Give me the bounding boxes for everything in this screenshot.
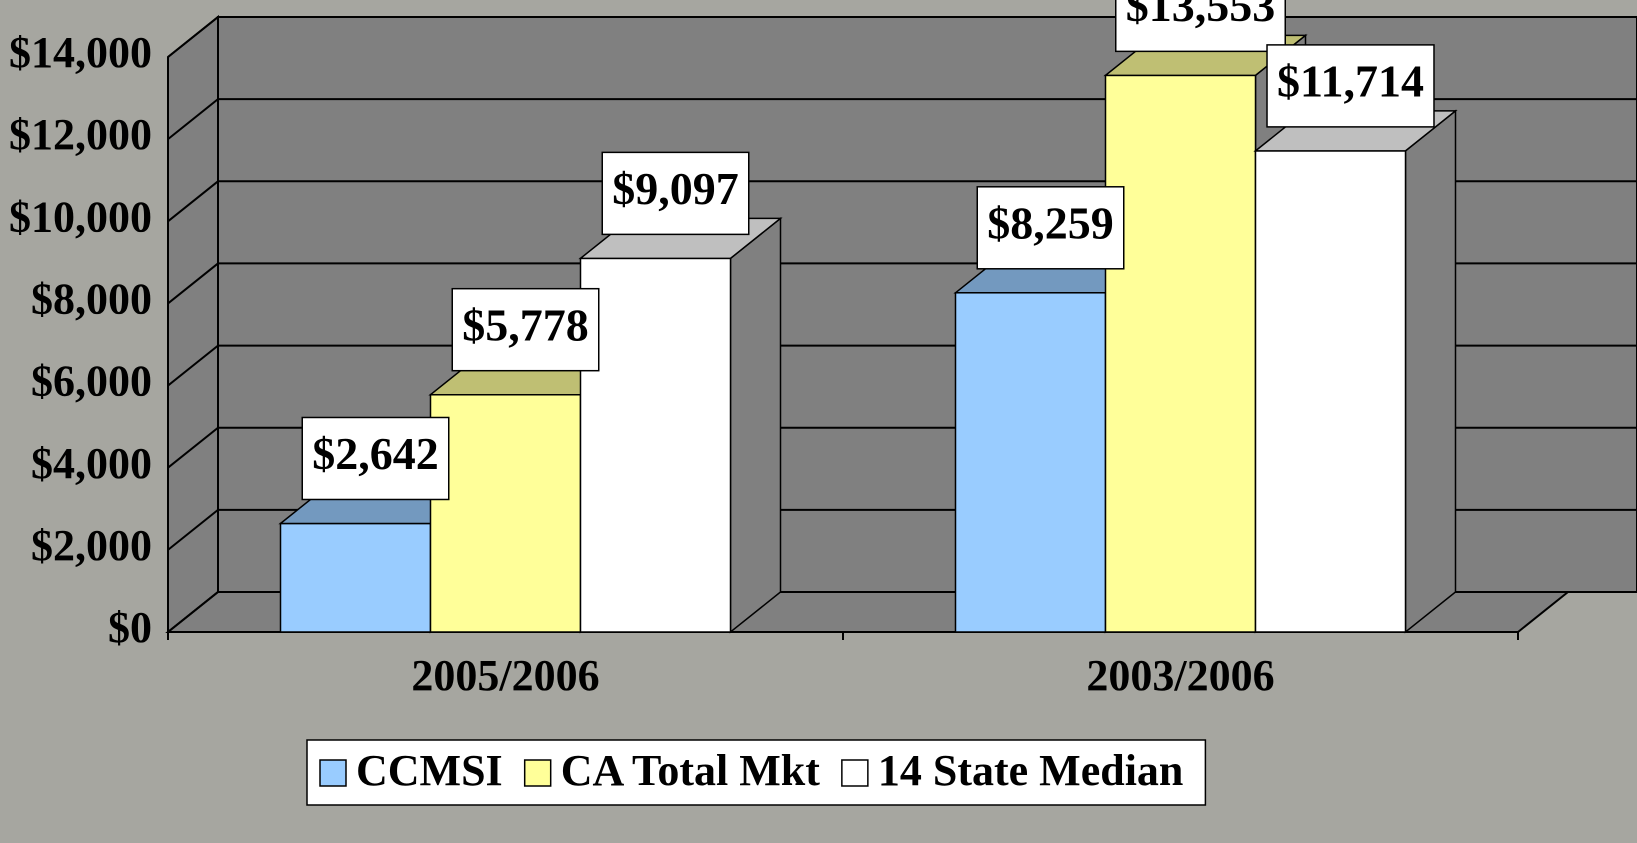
legend-label: CCMSI [356,746,503,795]
bar [1104,74,1257,633]
y-tick-label: $0 [108,603,152,652]
x-tick-label: 2005/2006 [411,651,599,700]
value-label: $13,553 [1126,0,1276,31]
legend-box [306,739,1207,806]
x-tick-label: 2003/2006 [1086,651,1274,700]
value-label: $2,642 [312,428,439,479]
legend-swatch [319,759,347,787]
value-label: $5,778 [462,299,589,350]
bar [1254,150,1407,633]
y-tick-label: $4,000 [31,439,152,488]
value-label-box [301,416,450,501]
y-tick-label: $12,000 [9,110,152,159]
legend-label: 14 State Median [878,746,1184,795]
value-label-box [1115,0,1286,53]
y-tick-label: $14,000 [9,28,152,77]
y-tick-label: $2,000 [31,521,152,570]
bar-side [729,216,782,634]
legend-swatch [523,759,552,787]
value-label-box [451,287,600,372]
bar [279,522,432,633]
bar-side [1404,109,1457,634]
legend-label: CA Total Mkt [561,746,821,795]
side-wall [167,14,219,635]
bar [579,257,732,633]
y-tick-label: $8,000 [31,275,152,324]
bar [429,393,582,633]
y-tick-label: $10,000 [9,192,152,241]
legend-swatch [841,759,869,787]
y-tick-label: $6,000 [31,357,152,406]
value-label-box [601,151,750,236]
value-label-box [976,186,1125,270]
bar [954,292,1107,633]
value-label-box [1266,44,1435,128]
value-label: $9,097 [612,163,739,214]
value-label: $11,714 [1277,55,1424,106]
value-label: $8,259 [987,197,1114,248]
